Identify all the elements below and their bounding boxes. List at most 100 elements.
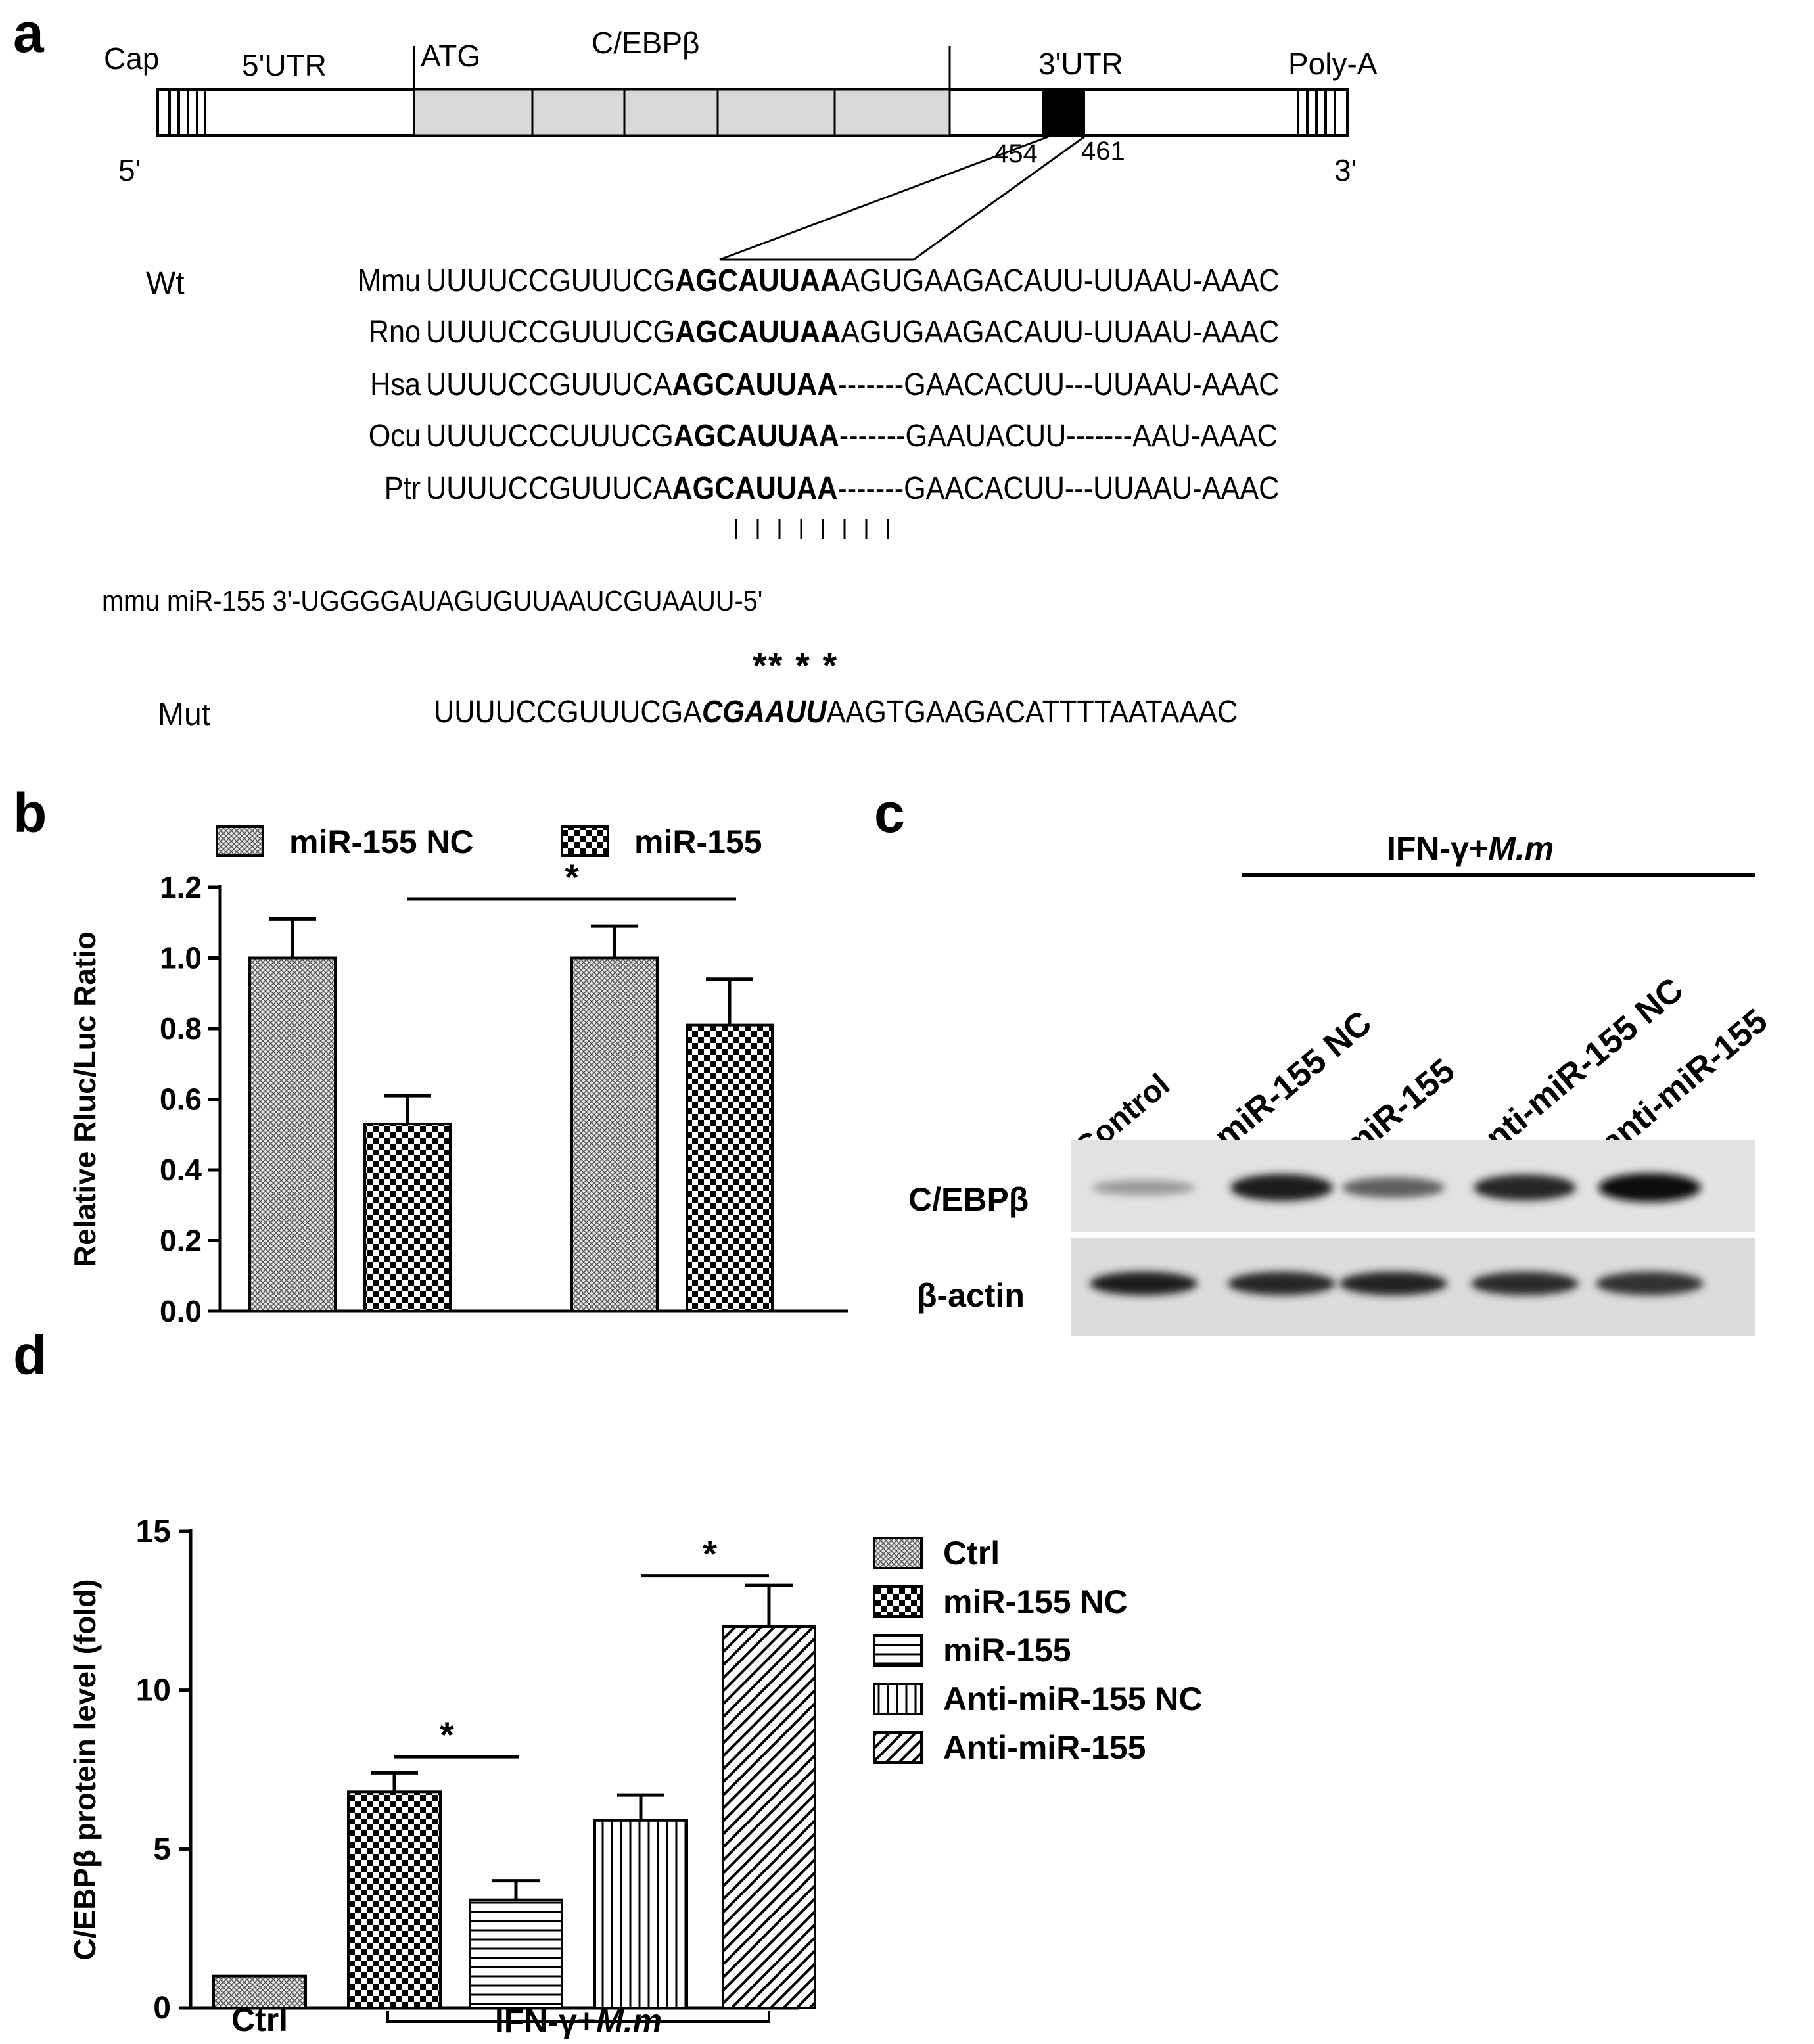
significance-star: * [703,1533,717,1575]
legend-swatch [873,1537,923,1569]
y-tick-label: 0.0 [160,1294,202,1328]
bar [212,1974,307,2010]
legend-label: Anti-miR-155 [943,1729,1146,1766]
y-tick-label: 0.4 [160,1153,202,1187]
bar [593,1819,688,2009]
x-group-label-ctrl: Ctrl [231,2001,288,2038]
y-axis-label: C/EBPβ protein level (fold) [68,1579,102,1960]
italic-part: M.m [596,2003,662,2039]
band [1339,1272,1447,1295]
x-group-label-treat: IFN-γ+M.m [495,2003,662,2039]
y-tick-label: 0.6 [160,1082,202,1117]
band [1474,1174,1576,1201]
seq-pre: UUUUCCGUUUCG [426,264,676,298]
seq-site: AGCAUUAA [672,471,838,506]
panel-label-a: a [13,2,44,64]
species-label: Ptr [384,471,421,506]
bar [686,1023,774,1312]
significance-star: * [440,1714,454,1755]
legend-swatch [216,825,264,857]
band [1092,1180,1195,1196]
band [1598,1173,1701,1202]
mut-label: Mut [158,697,211,732]
species-label: Rno [368,315,421,350]
seq-site: AGCAUUAA [675,315,841,350]
cap-label: Cap [104,41,160,76]
gene-label: C/EBPβ [592,26,700,60]
y-tick-label: 10 [136,1673,171,1708]
western-blot [1071,1140,1755,1336]
seq-site: AGCAUUAA [675,264,841,298]
panel-label-d: d [13,1324,47,1386]
band [1342,1177,1445,1198]
polya-label: Poly-A [1288,47,1378,81]
bar [248,956,337,1312]
atg-label: ATG [421,39,481,73]
y-axis-label: Relative Rluc/Luc Ratio [68,931,102,1267]
row-label-cebpb: C/EBPβ [908,1181,1029,1218]
seq-site: AGCAUUAA [673,419,839,453]
mut-sequence: UUUUCCGUUUCGACGAAUUAAGTGAAGACATTTTAATAAA… [434,695,1238,730]
utr5-label: 5'UTR [242,48,327,82]
seq-post: AGUGAAGACAUU-UUAAU-AAAC [841,315,1280,350]
species-label: Ocu [368,419,421,453]
seq-post: -------GAACACUU---UUAAU-AAAC [837,471,1280,506]
legend-swatch [873,1731,923,1764]
band [1090,1272,1198,1295]
y-tick-label: 5 [153,1832,171,1867]
y-tick-label: 1.0 [160,941,202,975]
species-label: Hsa [370,367,421,402]
pairing-lines [735,519,889,539]
seq-pre: UUUUCCGUUUCA [426,471,672,506]
bar [570,956,659,1312]
end3-label: 3' [1334,153,1357,187]
mrna-schematic [156,46,1349,539]
legend-label: miR-155 NC [943,1583,1128,1620]
legend-swatch [561,825,609,857]
polya-stripes [1297,89,1336,135]
mirna-sequence: mmu miR-155 3'-UGGGGAUAGUGUUAAUCGUAAUU-5… [102,585,763,617]
legend-swatch [873,1683,923,1715]
panel-b-chart: 0.0 0.2 0.4 0.6 0.8 1.0 1.2 Relative Rluc/Luc R… [68,824,848,1328]
panel-d-chart: 0 5 10 15 C/EBPβ protein level (fold) * * Ctrl I… [68,1514,1202,2039]
cap-stripes [168,89,206,135]
band [1230,1174,1333,1201]
pos-start-label: 454 [994,139,1038,168]
wt-label: Wt [146,266,185,301]
legend-label: Ctrl [943,1535,1000,1571]
utr3-label: 3'UTR [1038,47,1123,81]
y-tick-label: 0.2 [160,1224,202,1258]
bar [363,1123,452,1312]
end5-label: 5' [118,153,141,187]
band [1228,1272,1336,1295]
species-label: Mmu [357,264,421,298]
legend-label: Anti-miR-155 NC [943,1681,1202,1717]
legend-swatch [873,1634,923,1667]
panel-label-b: b [13,782,47,844]
y-tick-label: 0.8 [160,1011,202,1046]
seq-post: -------GAAUACUU-------AAU-AAAC [839,419,1278,453]
panel-label-c: c [874,782,905,844]
cds-region [413,88,951,137]
y-tick-label: 0 [153,1991,171,2026]
bar [469,1898,563,2010]
legend-label: miR-155 NC [289,824,474,860]
significance-star: * [565,856,579,898]
seq-post: -------GAACACUU---UUAAU-AAAC [837,367,1280,402]
seq-site: AGCAUUAA [672,367,838,402]
binding-site-box [1042,89,1085,135]
seq-post: AGUGAAGACAUU-UUAAU-AAAC [841,264,1280,298]
seq-pre: UUUUCCGUUUCG [426,315,676,350]
pos-end-label: 461 [1081,137,1125,166]
row-label-actin: β-actin [917,1277,1025,1314]
legend-label: miR-155 [634,824,762,860]
y-tick-label: 1.2 [160,870,202,904]
seq-pre: UUUUCCCUUUCG [426,419,674,453]
group-bracket [386,2011,770,2023]
band [1471,1272,1579,1295]
band [1596,1272,1704,1295]
seq-pre: UUUUCCGUUUCA [426,367,672,402]
legend-swatch [873,1585,923,1618]
bar [722,1625,816,2009]
legend-label: miR-155 [943,1632,1071,1669]
